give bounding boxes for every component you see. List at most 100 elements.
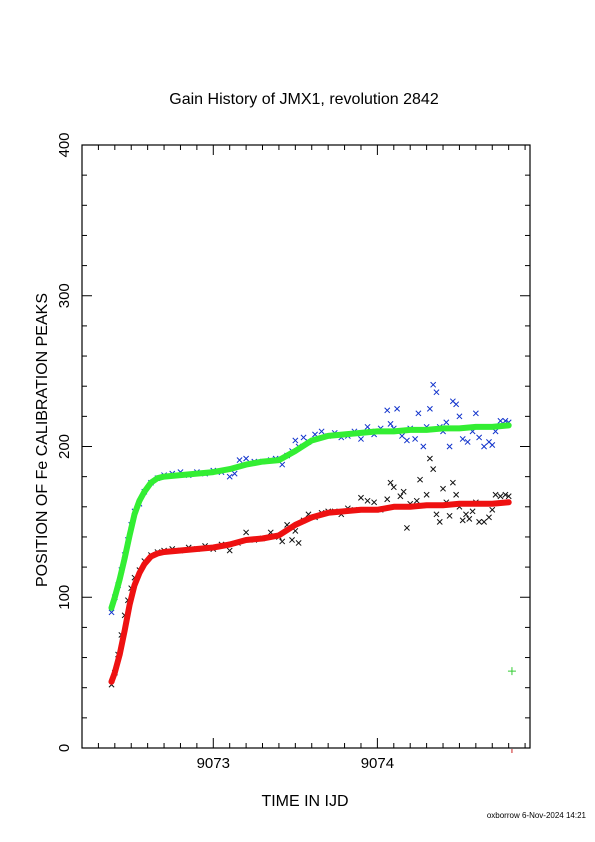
point-stroke	[423, 491, 430, 498]
point-stroke	[108, 609, 115, 616]
lower_points-point	[400, 488, 407, 495]
lower_points-point	[413, 497, 420, 504]
point-stroke	[243, 529, 250, 536]
point-stroke	[399, 432, 405, 439]
upper_points-point	[430, 381, 437, 388]
footer-timestamp: oxborrow 6-Nov-2024 14:21	[487, 811, 587, 820]
point-stroke	[279, 461, 286, 468]
point-stroke	[243, 455, 250, 462]
lower_points-point	[289, 537, 296, 543]
point-stroke	[459, 517, 466, 524]
upper_points-point	[476, 434, 483, 441]
lower_points-point	[497, 493, 504, 500]
point-stroke	[318, 428, 325, 435]
lower_points-point	[476, 518, 483, 525]
point-stroke	[295, 540, 302, 546]
point-stroke	[476, 434, 483, 441]
point-stroke	[486, 514, 492, 521]
x-axis-label: TIME IN IJD	[261, 793, 348, 810]
upper_points-point	[426, 405, 433, 412]
lower_points-point	[430, 466, 437, 473]
lower_points-point	[387, 479, 394, 486]
lower_points-point	[371, 499, 378, 506]
point-stroke	[415, 410, 422, 417]
upper_points-point	[472, 410, 479, 417]
point-stroke	[486, 439, 492, 445]
lower_points-point	[502, 491, 509, 498]
point-stroke	[231, 470, 238, 477]
point-stroke	[453, 491, 460, 498]
y-tick-label: 0	[56, 744, 73, 752]
upper_points-point	[279, 461, 286, 468]
point-stroke	[469, 508, 476, 515]
upper_points-point	[453, 401, 460, 408]
point-stroke	[476, 518, 483, 525]
plot-area	[108, 381, 516, 688]
point-stroke	[456, 413, 463, 420]
lower_points-point	[486, 514, 492, 521]
lower_points-point	[426, 455, 433, 462]
point-stroke	[481, 443, 488, 450]
upper_points-point	[236, 457, 243, 464]
point-stroke	[292, 437, 299, 444]
point-stroke	[446, 443, 453, 450]
upper_points-point	[443, 419, 450, 426]
point-stroke	[289, 537, 296, 543]
point-stroke	[279, 538, 286, 545]
point-stroke	[394, 405, 401, 412]
point-stroke	[412, 436, 419, 442]
point-stroke	[384, 407, 391, 414]
point-stroke	[305, 511, 312, 518]
point-stroke	[492, 491, 499, 498]
lower_points-point	[279, 538, 286, 545]
point-stroke	[433, 511, 440, 518]
upper_points-point	[399, 432, 405, 439]
upper_points-point	[364, 423, 371, 430]
upper_points-point	[415, 410, 422, 417]
lower_points-point	[489, 506, 496, 513]
upper_points-point	[318, 428, 325, 435]
lower_points-point	[364, 497, 371, 504]
point-stroke	[413, 497, 420, 504]
point-stroke	[443, 419, 450, 426]
upper_points-point	[456, 413, 463, 420]
lower_points-point	[463, 511, 469, 518]
point-stroke	[459, 436, 466, 442]
point-stroke	[489, 442, 496, 448]
lower_points-point	[469, 508, 476, 515]
lower_points-point	[453, 491, 460, 498]
lower_points-point	[243, 529, 250, 536]
point-stroke	[449, 398, 456, 405]
point-stroke	[226, 473, 233, 480]
lower_points-point	[446, 512, 453, 519]
y-tick-label: 300	[56, 283, 73, 308]
axes: 0 100 200 300 400 9073 9074	[56, 132, 531, 772]
point-stroke	[312, 431, 318, 438]
upper_fit-curve	[108, 422, 512, 611]
point-stroke	[358, 494, 364, 501]
upper_points-point	[497, 417, 504, 424]
upper_points-point	[387, 420, 394, 427]
upper_points-point	[243, 455, 250, 462]
upper_points-point	[384, 407, 391, 414]
point-stroke	[426, 405, 433, 412]
lower_points-point	[390, 484, 397, 491]
y-tick-label: 200	[56, 434, 73, 459]
point-stroke	[236, 457, 243, 464]
point-stroke	[403, 524, 410, 531]
upper_points-point	[394, 405, 401, 412]
point-stroke	[453, 401, 460, 408]
point-stroke	[387, 420, 394, 427]
point-stroke	[489, 506, 496, 513]
x-tick-label: 9074	[361, 755, 394, 772]
point-stroke	[436, 518, 443, 525]
y-tick-label: 400	[56, 132, 73, 157]
upper_points-point	[108, 609, 115, 616]
point-stroke	[426, 455, 433, 462]
point-stroke	[466, 515, 473, 522]
point-stroke	[420, 443, 427, 450]
point-stroke	[371, 499, 378, 506]
point-stroke	[430, 466, 437, 473]
upper_points-point	[231, 470, 238, 477]
